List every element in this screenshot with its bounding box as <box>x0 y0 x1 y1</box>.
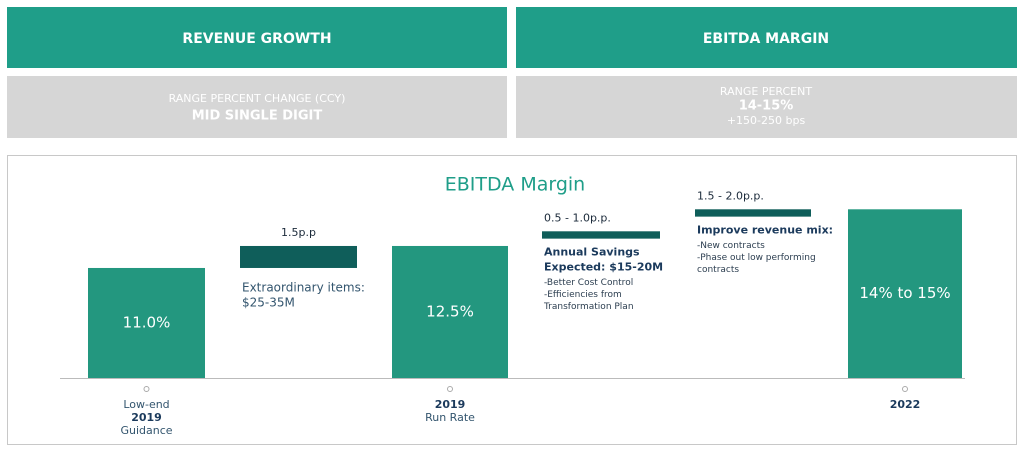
panel-line: +150-250 bps <box>727 114 806 127</box>
value-label: 14% to 15% <box>859 284 950 302</box>
panel-header <box>7 7 507 68</box>
bar <box>392 245 508 378</box>
panel-body <box>516 76 1017 138</box>
tick <box>447 386 453 392</box>
x-tick-label: 2019 <box>131 411 162 424</box>
value-label: 1.5p.p <box>281 226 316 239</box>
panel-title: EBITDA MARGIN <box>703 31 829 47</box>
tick <box>143 386 150 392</box>
value-label: 0.5 - 1.0p.p. <box>544 211 611 224</box>
chart-title: EBITDA Margin <box>445 174 585 196</box>
step-bar <box>542 231 660 239</box>
panel-line: 14-15% <box>739 99 794 114</box>
note-line: -Efficiencies from <box>544 290 622 300</box>
note-line: -Better Cost Control <box>544 278 633 288</box>
note-line: contracts <box>697 265 739 275</box>
note-line: $25-35M <box>242 295 295 309</box>
note-heading: Improve revenue mix: <box>697 224 833 237</box>
step-bar <box>240 245 357 268</box>
panel-line: RANGE PERCENT CHANGE (CCY) <box>169 92 346 105</box>
value-label: 12.5% <box>426 302 474 320</box>
x-tick-label: Low-end <box>123 398 169 411</box>
x-tick-label: 2019 <box>435 398 466 411</box>
panel-line: RANGE PERCENT <box>720 85 812 98</box>
note-heading: Extraordinary items: <box>242 280 365 294</box>
note-line: -New contracts <box>697 241 765 251</box>
step-bar <box>695 209 811 217</box>
x-tick-label: 2022 <box>890 398 921 411</box>
value-label: 11.0% <box>123 313 171 331</box>
value-label: 1.5 - 2.0p.p. <box>697 189 764 202</box>
note-heading: Expected: $15-20M <box>544 261 663 274</box>
x-tick-label: Guidance <box>120 424 172 437</box>
bar <box>88 267 205 378</box>
tick <box>902 386 908 392</box>
note-line: Transformation Plan <box>543 302 634 312</box>
panel-title: REVENUE GROWTH <box>182 31 331 47</box>
x-tick-label: Run Rate <box>425 411 475 424</box>
note-line: -Phase out low performing <box>697 253 816 263</box>
panel-body <box>7 76 507 138</box>
panel-header <box>516 7 1017 68</box>
note-heading: Annual Savings <box>544 246 640 259</box>
bar <box>848 209 962 378</box>
panel-line: MID SINGLE DIGIT <box>192 109 323 124</box>
